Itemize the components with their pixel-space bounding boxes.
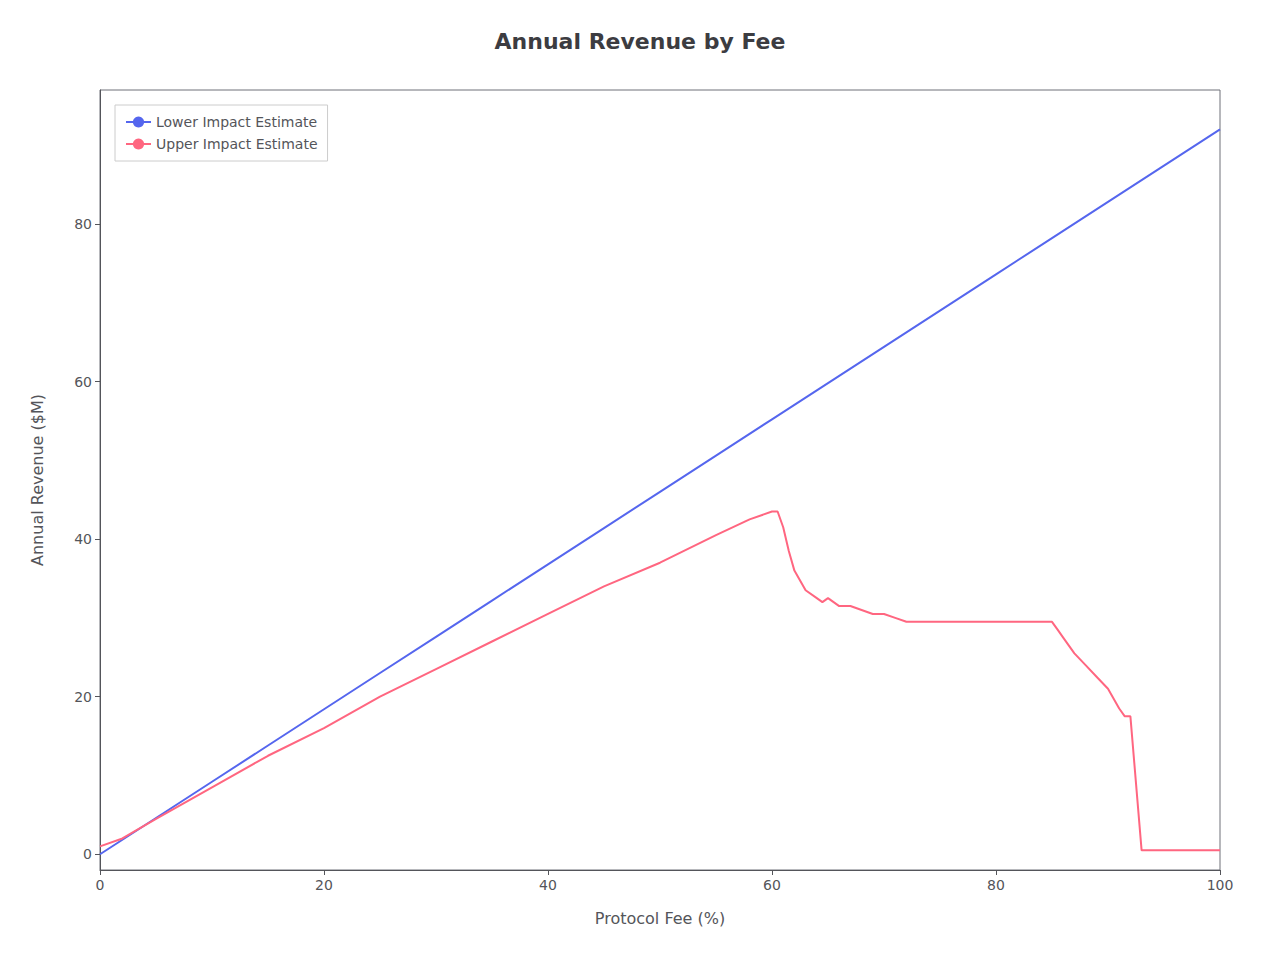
svg-text:60: 60	[763, 877, 781, 893]
svg-text:0: 0	[83, 846, 92, 862]
svg-text:20: 20	[74, 689, 92, 705]
svg-text:Lower Impact Estimate: Lower Impact Estimate	[156, 114, 317, 130]
svg-text:0: 0	[96, 877, 105, 893]
svg-text:Annual Revenue ($M): Annual Revenue ($M)	[28, 394, 47, 566]
svg-text:Upper Impact Estimate: Upper Impact Estimate	[156, 136, 318, 152]
svg-text:40: 40	[539, 877, 557, 893]
svg-text:40: 40	[74, 531, 92, 547]
svg-text:80: 80	[74, 216, 92, 232]
svg-text:60: 60	[74, 374, 92, 390]
svg-text:Protocol Fee (%): Protocol Fee (%)	[595, 909, 725, 928]
svg-text:Annual Revenue by Fee: Annual Revenue by Fee	[495, 29, 786, 54]
svg-text:100: 100	[1207, 877, 1234, 893]
svg-text:20: 20	[315, 877, 333, 893]
svg-text:80: 80	[987, 877, 1005, 893]
